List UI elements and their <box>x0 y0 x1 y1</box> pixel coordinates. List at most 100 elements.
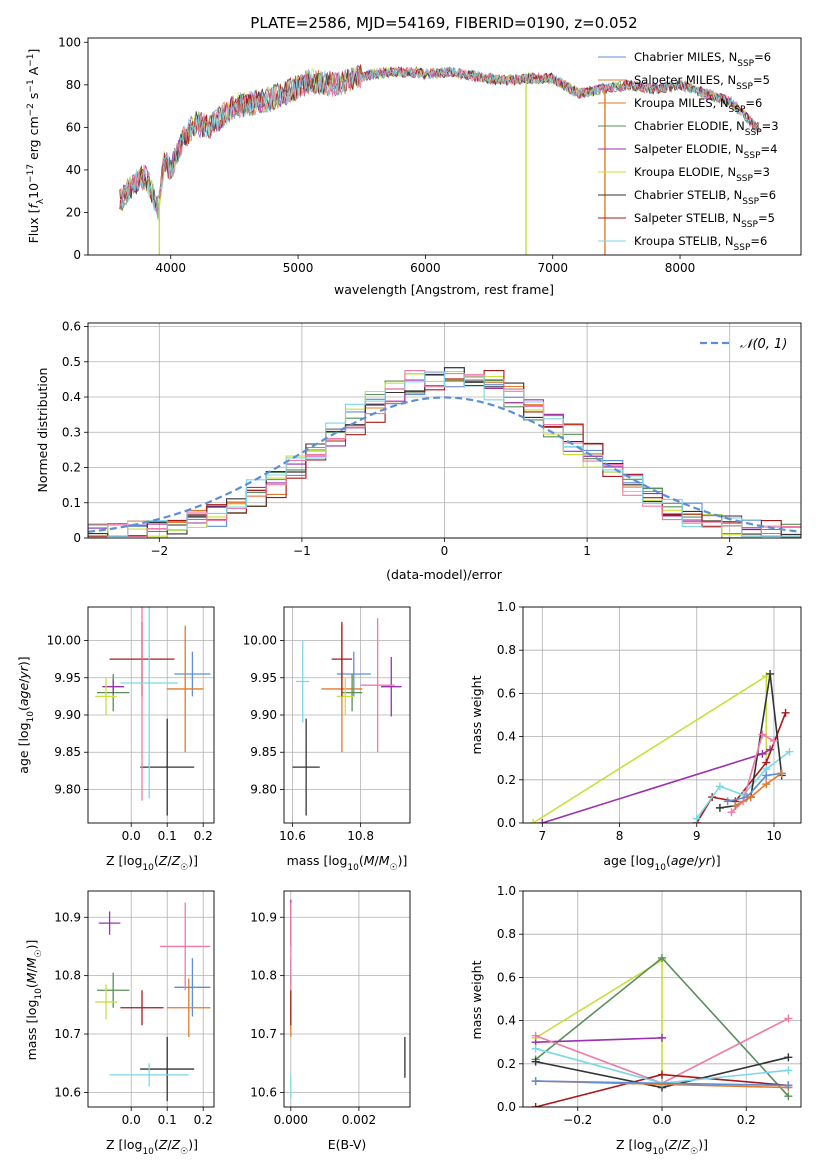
series-marker <box>781 708 790 717</box>
y-tick-label: 0.0 <box>497 1100 516 1114</box>
series-marker <box>715 803 724 812</box>
y-axis-label: Flux [fλ10−17 erg cm−2 s−1 A−1] <box>26 49 46 244</box>
errorbar-point <box>295 640 310 723</box>
series-marker <box>777 769 786 778</box>
mass_vs_EBV-panel: 0.000 0.002 10.6 10.7 10.8 10.9 E(B-V) <box>250 890 411 1152</box>
legend-label: Kroupa MILES, NSSP=6 <box>634 96 762 115</box>
y-axis-label: mass [log10(M/M☉)] <box>24 940 44 1061</box>
series-marker <box>692 814 701 823</box>
legend-label: Salpeter ELODIE, NSSP=4 <box>634 142 777 161</box>
y-tick-label: 0.0 <box>497 816 516 830</box>
x-tick-label: 10 <box>766 829 781 843</box>
errorbar-point <box>95 984 117 1020</box>
weight_vs_age-panel: 7 8 9 10 0.0 0.2 0.4 0.6 0.8 1.0 age [log10(age/yr… <box>469 600 802 873</box>
x-tick-label: 7000 <box>537 261 568 275</box>
series-line <box>535 1080 789 1087</box>
y-axis-label: Normed distribution <box>35 368 50 493</box>
y-tick-label: 0.8 <box>497 643 516 657</box>
y-tick-label: 0.6 <box>497 686 516 700</box>
errorbar-point <box>381 656 402 717</box>
age_vs_mass-plot-area <box>292 618 402 816</box>
x-axis-label: mass [log10(M/M☉)] <box>287 853 408 873</box>
y-tick-label: 10.8 <box>250 969 277 983</box>
series-marker <box>531 1103 540 1107</box>
x-tick-label: 0 <box>441 544 449 558</box>
y-axis-label: mass weight <box>469 675 484 754</box>
x-axis-label: Z [log10(Z/Z☉)] <box>616 1137 708 1157</box>
y-tick-label: 80 <box>66 78 81 92</box>
x-tick-label: 2 <box>726 544 734 558</box>
x-axis-label: Z [log10(Z/Z☉)] <box>106 853 198 873</box>
legend-label: Salpeter MILES, NSSP=5 <box>634 73 770 92</box>
weight_vs_age-plot-area <box>529 669 794 823</box>
mass_vs_Z-plot-area <box>95 902 211 1102</box>
series-marker <box>784 1014 793 1023</box>
y-tick-label: 10.9 <box>250 910 277 924</box>
errorbar-point <box>98 911 121 935</box>
y-tick-label: 10.00 <box>47 634 81 648</box>
y-tick-label: 10.7 <box>250 1027 277 1041</box>
axes-frame <box>87 606 215 824</box>
y-tick-label: 0.4 <box>497 730 516 744</box>
y-tick-label: 0.6 <box>497 970 516 984</box>
errorbar-point <box>109 1063 189 1087</box>
x-tick-label: 6000 <box>410 261 441 275</box>
y-tick-label: 0.1 <box>62 496 81 510</box>
series-marker <box>531 1044 540 1053</box>
axes-frame <box>522 606 802 824</box>
x-tick-label: 8000 <box>665 261 696 275</box>
y-tick-label: 0.3 <box>62 425 81 439</box>
errorbar-point <box>292 718 320 816</box>
errorbar-point <box>167 625 204 753</box>
series-marker <box>785 747 794 756</box>
y-tick-label: 60 <box>66 120 81 134</box>
x-tick-label: 0.2 <box>194 1113 213 1127</box>
legend-label: Chabrier STELIB, NSSP=6 <box>634 188 776 207</box>
x-tick-label: −1 <box>293 544 311 558</box>
series-marker <box>531 1057 540 1066</box>
y-tick-label: 9.95 <box>250 671 277 685</box>
legend: Chabrier MILES, NSSP=6 Salpeter MILES, NS… <box>598 50 779 253</box>
errorbar-point <box>95 677 117 715</box>
series-marker <box>784 1081 793 1090</box>
x-tick-label: 0.1 <box>158 829 177 843</box>
x-tick-label: −0.2 <box>563 1113 592 1127</box>
errorbar-point <box>160 902 211 991</box>
series-line <box>535 1037 663 1043</box>
residuals-panel: −2 −1 0 1 2 0 0.1 0.2 0.3 0.4 0.5 0.6 𝒩(0, 1) (data-m… <box>35 320 802 582</box>
series-marker <box>784 1066 793 1075</box>
weight_vs_Z-panel: −0.2 0.0 0.2 0.0 0.2 0.4 0.6 0.8 1.0 Z [log10(Z/Z… <box>469 884 802 1157</box>
x-tick-label: 10.6 <box>279 829 306 843</box>
x-tick-label: 1 <box>583 544 591 558</box>
y-tick-label: 0.5 <box>62 355 81 369</box>
x-tick-label: −2 <box>150 544 168 558</box>
series-marker <box>529 819 538 823</box>
legend-label: Salpeter STELIB, NSSP=5 <box>634 211 775 230</box>
series-marker <box>658 1033 666 1042</box>
series-line <box>696 751 790 820</box>
x-tick-label: 10.8 <box>347 829 374 843</box>
normal-curve <box>88 396 801 533</box>
legend-label: Chabrier ELODIE, NSSP=3 <box>634 119 779 138</box>
x-tick-label: 0.2 <box>194 829 213 843</box>
series-marker <box>758 749 767 758</box>
residuals-plot-area <box>88 367 801 538</box>
y-tick-label: 9.90 <box>54 708 81 722</box>
spectrum-panel: 4000 5000 6000 7000 8000 0 20 40 60 80 100 waveleng… <box>26 35 802 297</box>
series-marker <box>658 1070 666 1079</box>
y-tick-label: 9.85 <box>250 745 277 759</box>
age_vs_Z-plot-area <box>95 607 211 816</box>
series-marker <box>769 736 778 745</box>
x-axis-label: wavelength [Angstrom, rest frame] <box>334 282 554 297</box>
series-line <box>542 748 771 823</box>
axes-frame <box>87 37 802 256</box>
x-axis-label: Z [log10(Z/Z☉)] <box>106 1137 198 1157</box>
y-axis-label: age [log10(age/yr)] <box>16 656 36 773</box>
mass_vs_EBV-plot-area <box>290 899 406 1099</box>
x-tick-label: 0.0 <box>652 1113 671 1127</box>
y-tick-label: 1.0 <box>497 600 516 614</box>
legend-label: 𝒩(0, 1) <box>740 337 787 352</box>
series-marker <box>784 1053 793 1062</box>
age_vs_mass-panel: 10.6 10.8 9.80 9.85 9.90 9.95 10.00 mass [log10… <box>243 606 411 873</box>
legend-label: Kroupa STELIB, NSSP=6 <box>634 234 767 253</box>
